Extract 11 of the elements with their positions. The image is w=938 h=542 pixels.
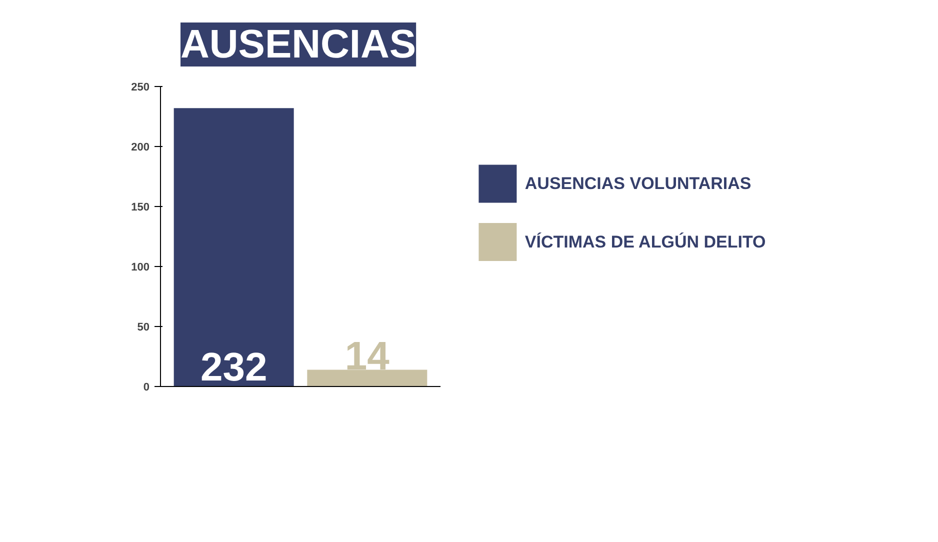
y-tick-label: 0 [143,382,150,394]
legend-label: VÍCTIMAS DE ALGÚN DELITO [524,232,766,252]
data-label: 232 [200,346,268,390]
data-label: 14 [344,334,390,379]
y-tick-label: 150 [131,202,150,214]
y-tick-label: 100 [131,262,150,274]
y-tick-label: 250 [131,82,150,94]
chart-title: AUSENCIAS [180,22,416,66]
y-tick-label: 200 [131,142,150,154]
legend-label: AUSENCIAS VOLUNTARIAS [524,174,752,194]
y-tick-label: 50 [137,322,150,334]
